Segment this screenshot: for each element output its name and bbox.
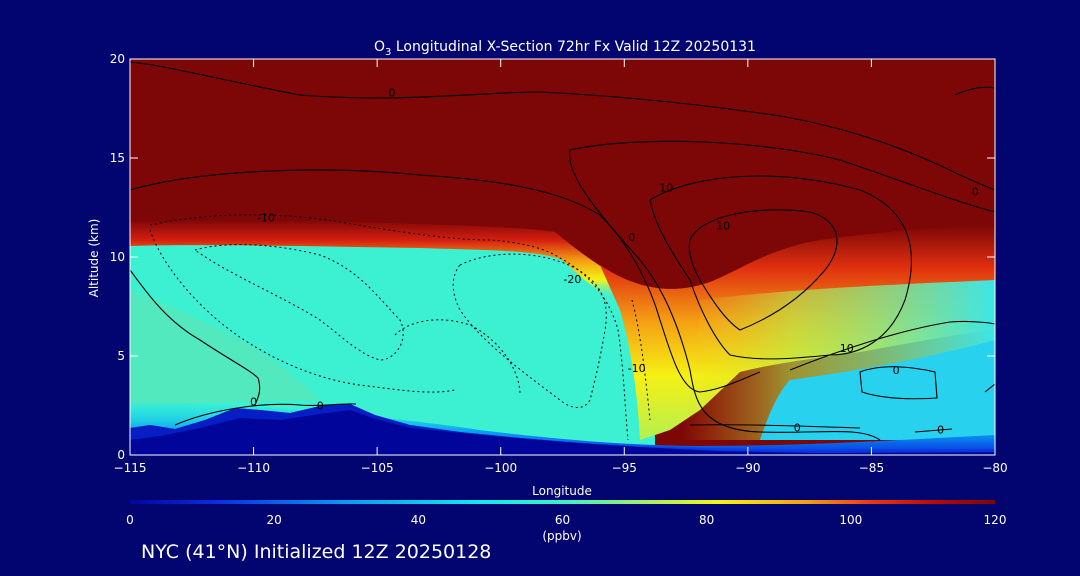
x-tick-label: −85 [859, 461, 884, 475]
contour-label: 0 [250, 396, 257, 409]
tropopause-band-west [130, 219, 625, 300]
contour-0-east-arrow [914, 428, 953, 433]
contour-10-east [789, 320, 995, 371]
contour-label: -10 [628, 362, 646, 375]
colorbar [130, 500, 995, 504]
colorbar-tick-label: 80 [699, 513, 714, 527]
contour-label: 10 [716, 219, 730, 232]
initialization-label: NYC (41°N) Initialized 12Z 20250128 [141, 541, 492, 563]
y-tick-label: 15 [110, 151, 125, 165]
y-axis: 0 5 10 15 20 [110, 52, 995, 462]
positive-contours [130, 61, 995, 441]
contour-neg20 [452, 253, 607, 408]
contour-0-top [130, 61, 995, 191]
contour-10-outer [569, 140, 995, 441]
contour-neg10-near [631, 299, 651, 421]
colorbar-tick-label: 60 [555, 513, 570, 527]
y-axis-label: Altitude (km) [87, 219, 101, 298]
y-tick-label: 10 [110, 250, 125, 264]
contour-neg10-outer [149, 214, 629, 441]
x-axis: −115 −110 −105 −100 −95 −90 −85 −80 [114, 59, 1008, 475]
contour-label: 0 [628, 231, 635, 244]
contour-label: 0 [893, 364, 900, 377]
colorbar-tick-label: 120 [984, 513, 1007, 527]
terrain [130, 404, 995, 455]
colorbar-ticks: 0 20 40 60 80 100 120 [126, 513, 1006, 527]
contour-label: -20 [563, 273, 581, 286]
contour-neg10-west [149, 229, 456, 393]
contour-10-inner [688, 209, 838, 331]
contour-label: -10 [257, 211, 275, 224]
x-tick-label: −80 [982, 461, 1007, 475]
contour-10-middle [649, 175, 912, 360]
y-tick-label: 0 [117, 448, 125, 462]
west-lower-troposphere [130, 290, 320, 405]
colorbar-tick-label: 100 [839, 513, 862, 527]
contour-label: 0 [317, 400, 324, 413]
contour-label: 10 [659, 182, 673, 195]
colorbar-tick-label: 0 [126, 513, 134, 527]
contour-labels: 0 -10 -20 -10 0 0 10 10 10 0 0 0 0 0 [250, 87, 979, 437]
contour-label: 0 [972, 186, 979, 199]
contour-label: 0 [388, 87, 395, 100]
contour-label: 0 [794, 421, 801, 434]
contour-0-cell [859, 366, 938, 400]
east-lower-troposphere [760, 340, 995, 440]
negative-contours [149, 214, 651, 441]
x-tick-label: −90 [735, 461, 760, 475]
x-tick-label: −105 [361, 461, 394, 475]
y-tick-label: 20 [110, 52, 125, 66]
colorbar-tick-label: 40 [411, 513, 426, 527]
contour-label: 0 [937, 423, 944, 436]
contour-0-east-low [689, 424, 861, 429]
colorbar-unit: (ppbv) [542, 529, 581, 543]
x-tick-label: −115 [114, 461, 147, 475]
chart-title: O3 Longitudinal X-Section 72hr Fx Valid … [374, 39, 756, 58]
y-tick-label: 5 [117, 349, 125, 363]
ozone-field [130, 59, 995, 455]
contour-neg10-inner-west [193, 244, 404, 361]
contour-0-east-edge [984, 383, 995, 393]
colorbar-tick-label: 20 [267, 513, 282, 527]
contour-neg10-mid [394, 319, 521, 396]
x-tick-label: −100 [484, 461, 517, 475]
contour-0-ne [954, 86, 995, 96]
x-tick-label: −95 [612, 461, 637, 475]
x-tick-label: −110 [237, 461, 270, 475]
contour-0-west [130, 269, 261, 406]
x-axis-label: Longitude [532, 484, 592, 498]
contour-0-upper [130, 169, 761, 393]
contour-0-surface [174, 403, 357, 426]
contour-label: 10 [840, 342, 854, 355]
